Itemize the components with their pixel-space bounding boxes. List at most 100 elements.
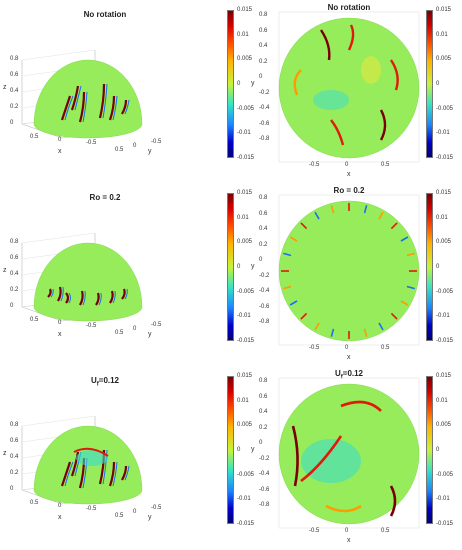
vorticity-streak: [64, 95, 74, 121]
x-axis-label: x: [58, 514, 62, 521]
colorbar-tick-label: -0.005: [436, 288, 454, 295]
panel-title-text: No rotation: [327, 3, 371, 12]
z-tick-label: 0.2: [10, 287, 19, 293]
colorbar: [426, 193, 433, 341]
colorbar-tick-label: -0.005: [436, 471, 454, 478]
x-tick-label: 0: [58, 503, 62, 509]
x-tick-label: -0.5: [309, 528, 320, 534]
y-axis-label: y: [251, 80, 255, 87]
vorticity-streak: [112, 290, 116, 304]
z-axis-label: z: [3, 84, 7, 91]
z-tick-label: 0.2: [10, 470, 19, 476]
colorbar-tick-label: 0: [237, 81, 241, 87]
colorbar-tick-label: 0.01: [237, 214, 249, 221]
edge-vortex: [300, 222, 308, 230]
panel-title: Ro = 0.2: [83, 193, 127, 202]
vorticity-streak: [68, 292, 71, 304]
y-tick-label: -0.6: [259, 486, 270, 493]
z-tick-label: 0: [10, 486, 14, 492]
y-tick-label: -0.4: [259, 288, 270, 294]
vorticity-streak: [73, 447, 109, 457]
y-tick-label: 0.8: [259, 12, 268, 18]
vorticity-streak: [70, 85, 80, 111]
panel-title: No rotation: [83, 10, 127, 19]
colorbar-tick-label: 0.01: [436, 397, 448, 404]
z-tick-label: 0.8: [10, 239, 19, 245]
edge-vortex: [314, 211, 320, 220]
z-tick-label: 0.6: [10, 438, 19, 444]
vorticity-streak: [121, 288, 126, 300]
x-tick-label: 0.5: [30, 317, 39, 323]
x-tick-label: 0: [345, 528, 349, 534]
panel-title-text: Ro = 0.2: [333, 186, 365, 195]
vorticity-streak: [102, 83, 108, 119]
panel-6: Uf=0.12 0.015 0.01 0.005 0 -0.005 -0.01 -0.015 0…: [231, 366, 462, 549]
vorticity-streak: [57, 286, 62, 302]
plot-area: [278, 377, 420, 529]
hemisphere-surface: [33, 242, 143, 322]
vorticity-streak: [121, 465, 128, 481]
disk-surface: [278, 17, 420, 159]
z-tick-label: 0.6: [10, 72, 19, 78]
y-tick-label: 0.2: [259, 424, 268, 431]
y-tick-label: 0.5: [115, 147, 124, 153]
y-axis-label: y: [148, 514, 152, 521]
colorbar-tick-label: -0.01: [436, 313, 450, 320]
vorticity-streak: [330, 119, 345, 146]
y-tick-label: -0.2: [259, 272, 270, 279]
colorbar-tick-label: 0.015: [237, 7, 253, 13]
vorticity-streak: [50, 288, 54, 298]
x-tick-label: -0.5: [86, 506, 97, 512]
y-tick-label: -0.5: [151, 322, 162, 328]
colorbar-tick-label: 0.015: [436, 190, 452, 196]
panel-4: Ro = 0.2 0.015 0.01 0.005 0 -0.005 -0.01 -0.015…: [231, 183, 462, 366]
vorticity-streak: [95, 292, 100, 306]
vorticity-streak: [121, 99, 128, 115]
x-tick-label: 0.5: [30, 500, 39, 506]
colorbar-tick-label: -0.015: [237, 521, 255, 527]
vorticity-streak: [124, 465, 130, 481]
colorbar-tick-label: -0.015: [436, 155, 454, 161]
panel-1: No rotation 0.015 0.01 0.005 0 -0.005 -0.01 -0.…: [0, 0, 254, 183]
vorticity-streak: [78, 91, 86, 123]
y-tick-label: -0.5: [151, 505, 162, 511]
x-tick-label: 0.5: [381, 345, 390, 351]
panel-2: No rotation 0.015 0.01 0.005 0 -0.005 -0.01 -0.…: [231, 0, 462, 183]
y-tick-label: 0.5: [115, 330, 124, 336]
panel-title-subscript: f: [340, 374, 343, 381]
panel-title-text: U: [334, 369, 341, 378]
vorticity-streak: [112, 461, 118, 487]
colorbar-tick-label: 0.005: [436, 422, 452, 429]
gridline: [21, 49, 96, 61]
x-tick-label: 0.5: [30, 134, 39, 140]
x-tick-label: -0.5: [309, 345, 320, 351]
colorbar-tick-label: 0.01: [436, 31, 448, 38]
vorticity-streak: [109, 290, 114, 304]
edge-vortex: [363, 328, 368, 337]
vorticity-streak: [65, 292, 70, 304]
z-axis-label: z: [3, 450, 7, 457]
z-tick-label: 0.4: [10, 271, 19, 277]
plot-area: [278, 11, 420, 163]
vorticity-streak: [124, 99, 130, 115]
x-tick-label: 0: [58, 137, 62, 143]
colorbar-tick-label: 0.01: [436, 214, 448, 221]
x-tick-label: 0.5: [381, 528, 390, 534]
z-tick-label: 0.8: [10, 56, 19, 62]
y-tick-label: 0.4: [259, 409, 268, 415]
x-tick-label: -0.5: [309, 162, 320, 168]
vorticity-streak: [108, 95, 116, 121]
colorbar-tick-label: 0.015: [237, 373, 253, 379]
colorbar-tick-label: -0.015: [436, 338, 454, 344]
y-tick-label: 0.4: [259, 43, 268, 49]
vorticity-streak: [64, 461, 74, 487]
x-tick-label: 0: [345, 162, 349, 168]
colorbar-tick-label: -0.01: [436, 130, 450, 137]
colorbar: [426, 10, 433, 158]
colorbar: [227, 193, 234, 341]
vorticity-patch: [301, 439, 361, 483]
colorbar-tick-label: 0: [436, 81, 440, 87]
colorbar: [227, 376, 234, 524]
y-tick-label: 0: [259, 257, 263, 263]
gridline: [21, 232, 96, 244]
